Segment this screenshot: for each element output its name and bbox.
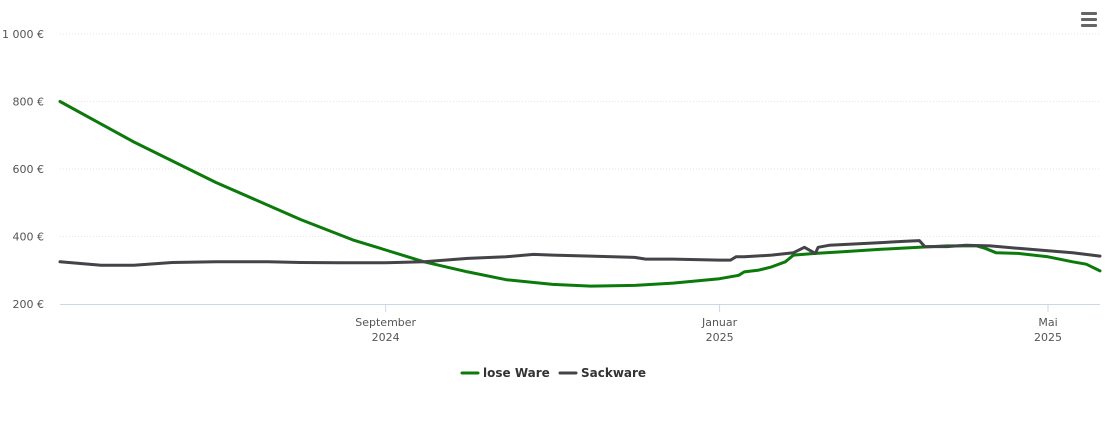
hamburger-menu-icon <box>1081 12 1097 15</box>
legend-item-1[interactable]: Sackware <box>558 366 646 380</box>
chart-menu-button[interactable] <box>1078 12 1100 32</box>
x-tick-label-year: 2025 <box>706 331 734 344</box>
x-tick-label: September <box>355 316 416 329</box>
legend[interactable]: lose Ware Sackware <box>460 366 646 380</box>
series-line-0 <box>58 100 1102 288</box>
y-tick-label: 600 € <box>13 163 45 176</box>
y-tick-label: 1 000 € <box>2 28 44 41</box>
x-tick-label: Mai <box>1038 316 1057 329</box>
x-axis: September 2024 Januar 2025 Mai 2025 <box>60 304 1100 344</box>
x-tick-label-year: 2024 <box>372 331 400 344</box>
y-tick-label: 200 € <box>13 298 45 311</box>
series-lines <box>58 100 1102 288</box>
y-tick-label: 800 € <box>13 96 45 109</box>
x-tick-label-year: 2025 <box>1034 331 1062 344</box>
legend-label: lose Ware <box>483 366 550 380</box>
y-axis: 1 000 € 800 € 600 € 400 € 200 € <box>2 28 44 311</box>
y-tick-label: 400 € <box>13 231 45 244</box>
x-tick-label: Januar <box>701 316 738 329</box>
legend-item-0[interactable]: lose Ware <box>460 366 550 380</box>
legend-label: Sackware <box>581 366 646 380</box>
series-line-1 <box>58 239 1102 267</box>
grid-lines <box>60 33 1100 237</box>
